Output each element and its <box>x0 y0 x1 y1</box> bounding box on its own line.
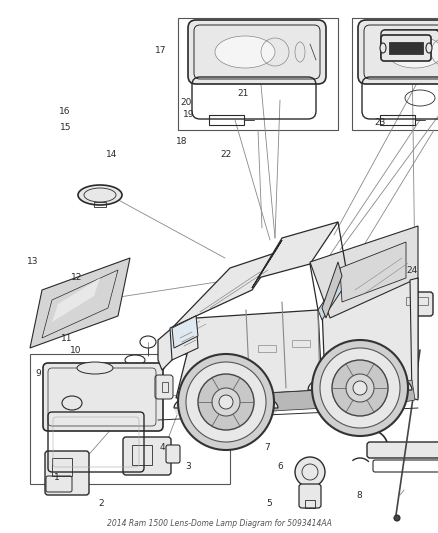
Polygon shape <box>310 226 418 318</box>
Text: 5: 5 <box>266 499 272 508</box>
Bar <box>132 445 152 465</box>
Bar <box>258 345 276 352</box>
Ellipse shape <box>174 388 278 428</box>
Bar <box>94 202 106 207</box>
Bar <box>52 458 72 476</box>
Text: 15: 15 <box>60 124 71 132</box>
Text: 19: 19 <box>183 110 194 119</box>
Polygon shape <box>170 316 198 360</box>
Text: 2014 Ram 1500 Lens-Dome Lamp Diagram for 5093414AA: 2014 Ram 1500 Lens-Dome Lamp Diagram for… <box>106 519 332 528</box>
FancyBboxPatch shape <box>188 20 326 84</box>
Ellipse shape <box>219 395 233 409</box>
Ellipse shape <box>394 515 400 521</box>
Ellipse shape <box>426 43 432 53</box>
Text: 4: 4 <box>159 443 165 452</box>
FancyBboxPatch shape <box>155 375 173 399</box>
Text: 13: 13 <box>27 257 39 265</box>
Bar <box>352 18 438 130</box>
Ellipse shape <box>320 348 400 428</box>
Ellipse shape <box>78 185 122 205</box>
FancyBboxPatch shape <box>46 476 72 492</box>
FancyBboxPatch shape <box>123 437 171 475</box>
Bar <box>380 115 415 125</box>
Text: 10: 10 <box>70 346 81 355</box>
Polygon shape <box>330 380 415 415</box>
Ellipse shape <box>178 354 274 450</box>
Ellipse shape <box>212 388 240 416</box>
Text: 9: 9 <box>35 369 42 377</box>
Polygon shape <box>410 278 418 400</box>
FancyBboxPatch shape <box>382 30 438 60</box>
Ellipse shape <box>186 362 266 442</box>
Polygon shape <box>174 390 278 408</box>
Polygon shape <box>158 328 174 370</box>
FancyBboxPatch shape <box>166 445 180 463</box>
Polygon shape <box>30 258 130 348</box>
Text: 24: 24 <box>406 266 417 275</box>
Polygon shape <box>172 252 278 328</box>
FancyBboxPatch shape <box>299 484 321 508</box>
Text: 7: 7 <box>264 443 270 452</box>
Ellipse shape <box>77 362 113 374</box>
FancyBboxPatch shape <box>401 292 433 316</box>
Text: 6: 6 <box>277 462 283 471</box>
Polygon shape <box>322 262 342 318</box>
Text: 11: 11 <box>61 335 73 343</box>
Text: 20: 20 <box>180 99 192 107</box>
Ellipse shape <box>353 381 367 395</box>
Bar <box>292 340 310 347</box>
Text: 1: 1 <box>54 473 60 481</box>
Text: 8: 8 <box>356 491 362 500</box>
Ellipse shape <box>346 374 374 402</box>
Bar <box>389 42 423 54</box>
Polygon shape <box>258 222 338 278</box>
Polygon shape <box>176 310 322 398</box>
Bar <box>178 18 338 130</box>
Bar <box>209 115 244 125</box>
Text: 18: 18 <box>176 137 187 146</box>
FancyBboxPatch shape <box>358 20 438 84</box>
Polygon shape <box>322 278 418 408</box>
Polygon shape <box>308 370 412 390</box>
Ellipse shape <box>387 36 438 68</box>
Bar <box>162 382 168 392</box>
Text: 23: 23 <box>374 118 386 127</box>
FancyBboxPatch shape <box>381 30 438 60</box>
FancyBboxPatch shape <box>381 35 431 61</box>
FancyBboxPatch shape <box>367 442 438 458</box>
FancyBboxPatch shape <box>43 363 163 431</box>
Text: 22: 22 <box>220 150 231 159</box>
Text: 12: 12 <box>71 273 82 281</box>
Bar <box>30 354 230 484</box>
Ellipse shape <box>198 374 254 430</box>
Polygon shape <box>340 242 406 302</box>
Bar <box>406 297 428 305</box>
Text: 3: 3 <box>185 462 191 471</box>
FancyBboxPatch shape <box>45 451 89 495</box>
Ellipse shape <box>380 43 386 53</box>
Ellipse shape <box>215 36 275 68</box>
Ellipse shape <box>332 360 388 416</box>
Polygon shape <box>172 316 198 348</box>
Text: 14: 14 <box>106 150 117 159</box>
Text: 17: 17 <box>155 46 167 55</box>
Polygon shape <box>178 390 326 416</box>
Polygon shape <box>252 240 282 288</box>
Text: 2: 2 <box>98 499 103 508</box>
Text: 21: 21 <box>237 89 249 98</box>
Polygon shape <box>318 268 350 320</box>
Text: 16: 16 <box>59 108 71 116</box>
Polygon shape <box>52 278 100 322</box>
Ellipse shape <box>312 340 408 436</box>
Bar <box>305 500 315 508</box>
Ellipse shape <box>295 457 325 487</box>
